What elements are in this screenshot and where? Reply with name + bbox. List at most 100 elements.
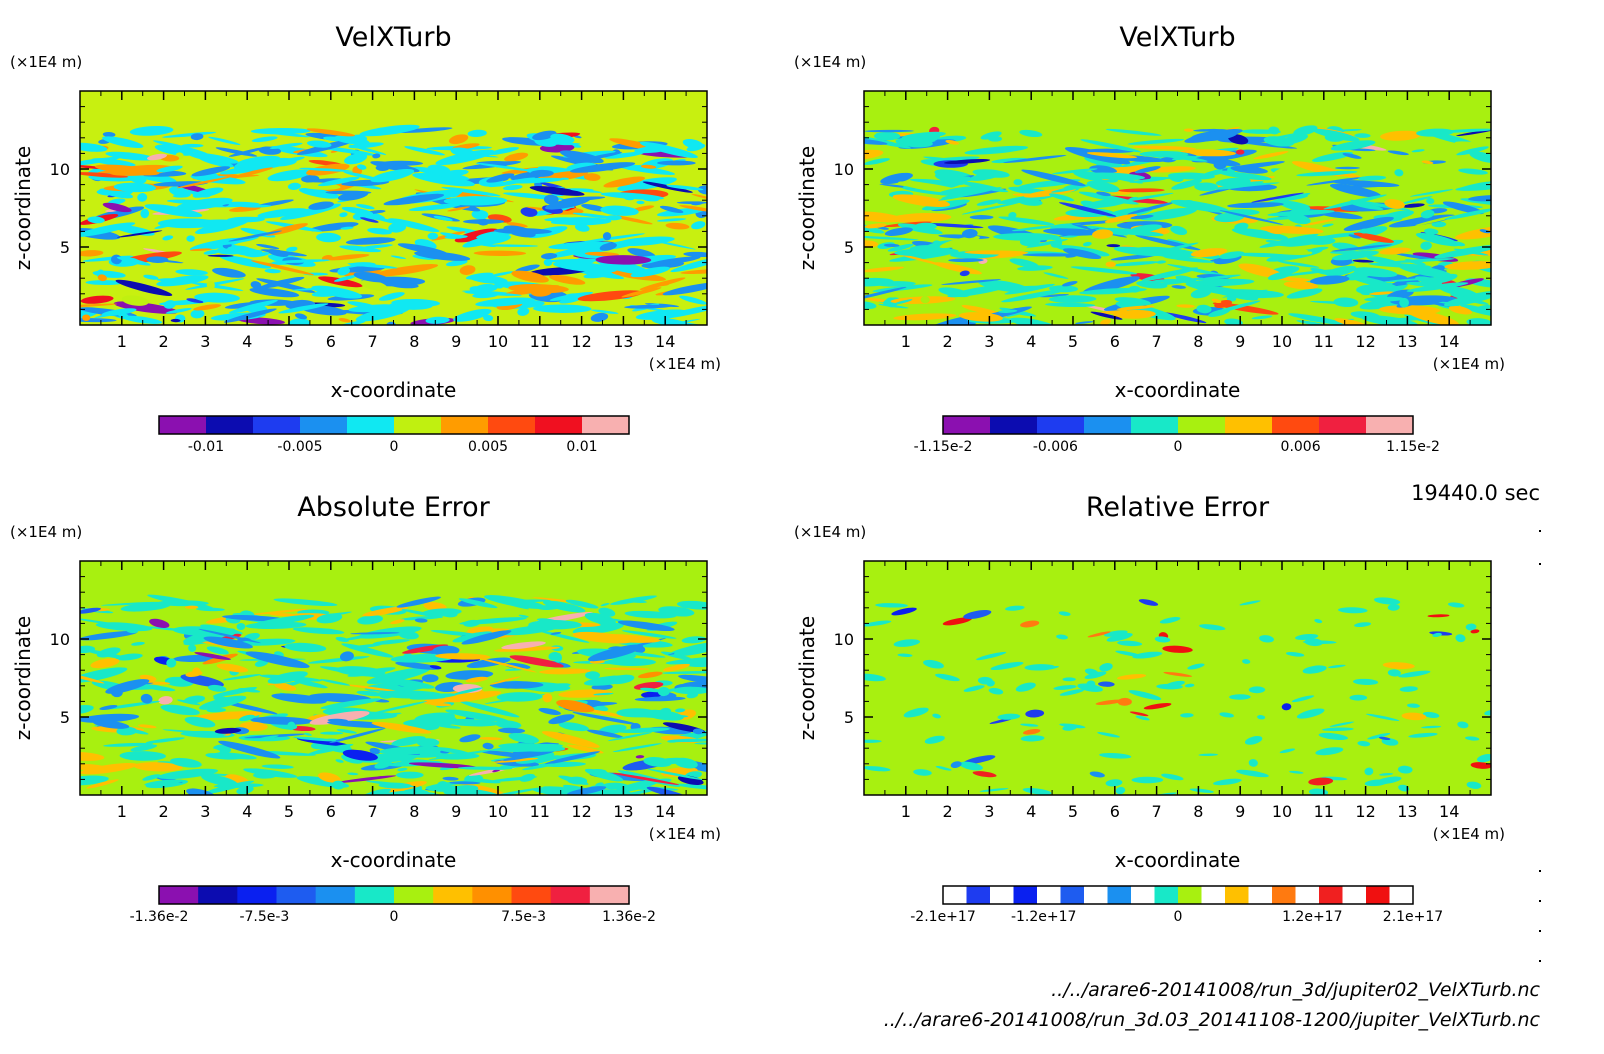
turbulence-streak bbox=[370, 169, 415, 183]
turbulence-streak bbox=[959, 270, 970, 277]
turbulence-streak bbox=[102, 132, 116, 138]
turbulence-streak bbox=[137, 193, 148, 202]
y-axis-label: z-coordinate bbox=[795, 616, 819, 740]
turbulence-streak bbox=[333, 275, 358, 282]
turbulence-streak bbox=[1322, 727, 1354, 732]
colorbar-tick-label: 0.01 bbox=[566, 439, 597, 455]
turbulence-streak bbox=[120, 602, 171, 612]
turbulence-streak bbox=[1097, 732, 1120, 738]
turbulence-streak bbox=[1184, 199, 1195, 204]
turbulence-streak bbox=[147, 153, 167, 161]
turbulence-streak bbox=[893, 639, 921, 647]
turbulence-streak bbox=[895, 137, 933, 148]
x-tick-label: 14 bbox=[655, 802, 675, 821]
turbulence-streak bbox=[113, 182, 157, 193]
turbulence-streak bbox=[640, 164, 657, 169]
turbulence-streak bbox=[1387, 669, 1401, 677]
turbulence-streak bbox=[1248, 686, 1266, 694]
x-tick-label: 3 bbox=[984, 802, 994, 821]
turbulence-streak bbox=[1311, 151, 1353, 162]
turbulence-streak bbox=[667, 738, 707, 743]
colorbar-swatch bbox=[472, 886, 512, 904]
turbulence-streak bbox=[642, 181, 693, 193]
turbulence-streak bbox=[481, 244, 539, 247]
turbulence-streak bbox=[180, 674, 224, 688]
turbulence-streak bbox=[639, 687, 663, 693]
turbulence-streak bbox=[466, 657, 511, 668]
turbulence-streak bbox=[624, 610, 677, 619]
turbulence-streak bbox=[90, 658, 120, 669]
turbulence-streak bbox=[388, 218, 440, 233]
turbulence-streak bbox=[251, 614, 315, 627]
turbulence-streak bbox=[1336, 128, 1362, 132]
turbulence-streak bbox=[87, 216, 105, 224]
turbulence-streak bbox=[1421, 160, 1434, 165]
turbulence-streak bbox=[964, 250, 1029, 255]
turbulence-streak bbox=[428, 749, 494, 760]
turbulence-streak bbox=[80, 751, 105, 761]
turbulence-streak bbox=[489, 676, 521, 685]
turbulence-streak bbox=[1479, 229, 1491, 234]
turbulence-streak bbox=[539, 668, 591, 675]
colorbar-swatch bbox=[1319, 886, 1343, 904]
turbulence-streak bbox=[321, 255, 333, 261]
turbulence-streak bbox=[1310, 300, 1358, 305]
turbulence-streak bbox=[1411, 149, 1425, 153]
turbulence-streak bbox=[284, 642, 327, 653]
turbulence-streak bbox=[1019, 236, 1041, 247]
turbulence-streak bbox=[184, 605, 199, 609]
turbulence-streak bbox=[350, 632, 400, 635]
turbulence-streak bbox=[612, 772, 680, 785]
turbulence-streak bbox=[1235, 769, 1269, 778]
turbulence-streak bbox=[184, 695, 206, 704]
x-unit-label: (×1E4 m) bbox=[649, 825, 721, 843]
turbulence-streak bbox=[97, 274, 107, 282]
turbulence-streak bbox=[544, 751, 600, 765]
turbulence-streak bbox=[1020, 735, 1045, 742]
turbulence-streak bbox=[1080, 139, 1142, 153]
turbulence-streak bbox=[194, 292, 240, 303]
turbulence-streak bbox=[115, 279, 173, 296]
turbulence-streak bbox=[83, 649, 131, 660]
turbulence-streak bbox=[316, 232, 341, 243]
turbulence-streak bbox=[1426, 197, 1435, 205]
turbulence-streak bbox=[389, 301, 433, 310]
turbulence-field bbox=[864, 597, 1491, 795]
turbulence-streak bbox=[206, 280, 215, 290]
turbulence-streak bbox=[194, 711, 263, 721]
turbulence-streak bbox=[569, 188, 602, 193]
turbulence-streak bbox=[1285, 651, 1305, 657]
turbulence-streak bbox=[1059, 689, 1084, 696]
y-tick-label: 10 bbox=[834, 160, 854, 179]
turbulence-streak bbox=[593, 634, 661, 643]
turbulence-streak bbox=[657, 686, 670, 697]
turbulence-streak bbox=[344, 153, 368, 165]
turbulence-streak bbox=[603, 176, 646, 188]
turbulence-streak bbox=[404, 146, 446, 156]
turbulence-streak bbox=[1389, 258, 1455, 263]
colorbar-swatch bbox=[1319, 416, 1367, 434]
turbulence-streak bbox=[205, 752, 246, 760]
turbulence-streak bbox=[674, 757, 698, 769]
turbulence-streak bbox=[1045, 302, 1096, 308]
turbulence-streak bbox=[306, 140, 332, 148]
turbulence-streak bbox=[80, 222, 136, 238]
turbulence-streak bbox=[130, 744, 158, 752]
turbulence-streak bbox=[1310, 267, 1334, 276]
turbulence-streak bbox=[348, 142, 384, 149]
turbulence-streak bbox=[257, 208, 307, 218]
turbulence-streak bbox=[682, 139, 704, 149]
turbulence-streak bbox=[450, 147, 477, 158]
turbulence-streak bbox=[1328, 664, 1346, 669]
turbulence-streak bbox=[1077, 683, 1103, 692]
chart-panel: VelXTurb(×1E4 m)1 2 3 4 5 6 7 8 9 10 11 12 13 14510(×… bbox=[10, 22, 721, 455]
turbulence-field bbox=[80, 124, 707, 325]
turbulence-streak bbox=[414, 251, 471, 261]
turbulence-streak bbox=[1401, 712, 1427, 721]
turbulence-streak bbox=[1323, 194, 1387, 210]
turbulence-streak bbox=[1352, 267, 1398, 278]
turbulence-streak bbox=[1293, 125, 1318, 136]
turbulence-streak bbox=[1307, 246, 1329, 252]
turbulence-streak bbox=[1156, 260, 1167, 264]
turbulence-streak bbox=[883, 243, 900, 247]
